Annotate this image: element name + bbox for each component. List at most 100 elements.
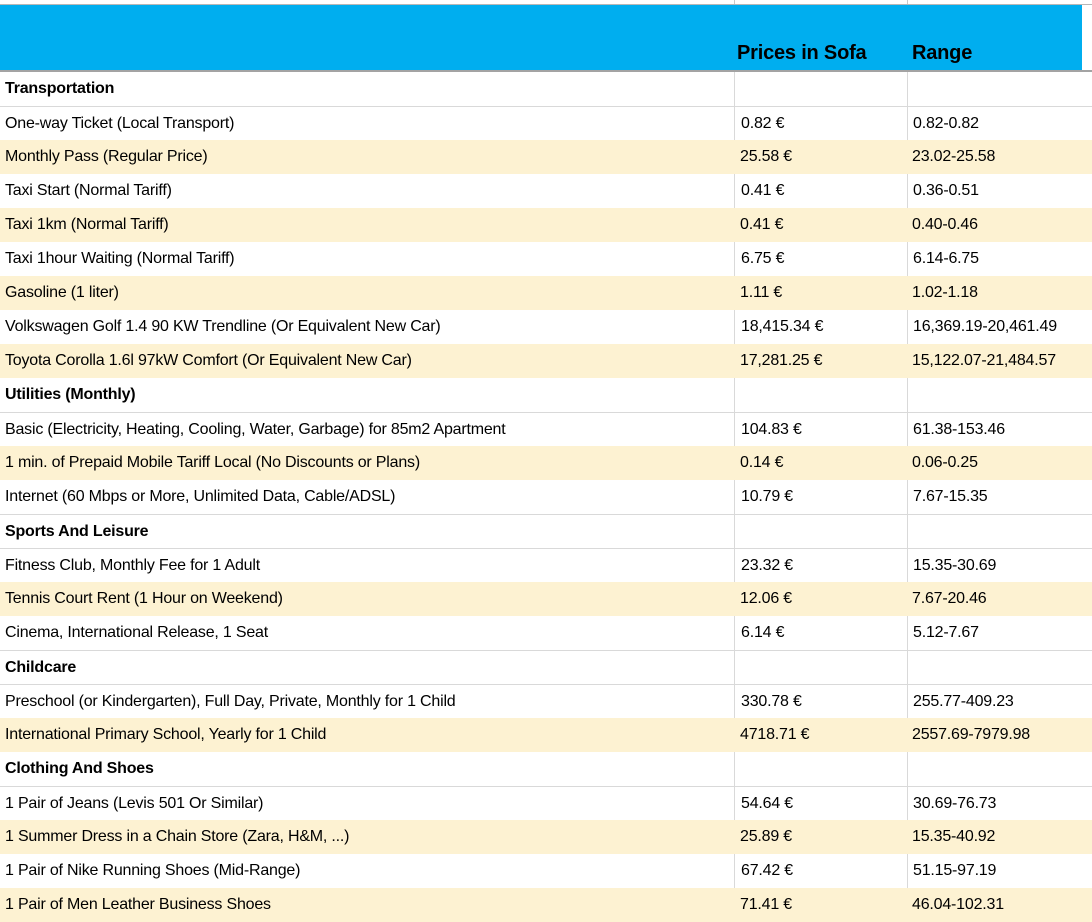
item-label-cell[interactable]: 1 Pair of Men Leather Business Shoes — [5, 896, 271, 913]
section-row: Sports And Leisure — [0, 514, 1092, 548]
range-cell[interactable]: 6.14-6.75 — [907, 242, 1092, 276]
range-cell[interactable]: 30.69-76.73 — [907, 787, 1092, 820]
item-label-cell[interactable]: 1 Summer Dress in a Chain Store (Zara, H… — [5, 828, 350, 845]
table-row: International Primary School, Yearly for… — [0, 718, 1092, 752]
item-label-cell[interactable]: Internet (60 Mbps or More, Unlimited Dat… — [5, 488, 396, 505]
range-cell[interactable]: 7.67-15.35 — [907, 480, 1092, 514]
item-label-cell[interactable]: Gasoline (1 liter) — [5, 284, 119, 301]
table-row: Volkswagen Golf 1.4 90 KW Trendline (Or … — [0, 310, 1092, 344]
column-header-prices[interactable]: Prices in Sofa — [737, 42, 867, 64]
price-cell[interactable] — [734, 72, 907, 106]
section-row: Transportation — [0, 72, 1092, 106]
item-label-cell[interactable]: One-way Ticket (Local Transport) — [5, 114, 235, 132]
price-cell[interactable]: 330.78 € — [734, 685, 907, 718]
table-row: 1 Pair of Men Leather Business Shoes 71.4… — [0, 888, 1092, 922]
table-header: Prices in Sofa Range — [0, 5, 1092, 72]
range-cell[interactable]: 61.38-153.46 — [907, 413, 1092, 446]
range-cell[interactable]: 0.36-0.51 — [907, 174, 1092, 208]
table-row: Tennis Court Rent (1 Hour on Weekend) 12.… — [0, 582, 1092, 616]
item-label-cell[interactable]: Taxi Start (Normal Tariff) — [5, 182, 172, 199]
item-label-cell[interactable]: 1 Pair of Nike Running Shoes (Mid-Range) — [5, 862, 301, 879]
range-cell[interactable] — [907, 515, 1092, 548]
table-row: Cinema, International Release, 1 Seat 6.1… — [0, 616, 1092, 650]
price-cell[interactable]: 1.11 € — [740, 284, 783, 301]
section-label-cell[interactable]: Sports And Leisure — [5, 522, 149, 540]
item-label-cell[interactable]: International Primary School, Yearly for… — [5, 726, 327, 743]
item-label-cell[interactable]: Taxi 1hour Waiting (Normal Tariff) — [5, 250, 235, 267]
range-cell[interactable] — [907, 651, 1092, 684]
item-label-cell[interactable]: Taxi 1km (Normal Tariff) — [5, 216, 169, 233]
range-cell[interactable]: 255.77-409.23 — [907, 685, 1092, 718]
table-row: Taxi Start (Normal Tariff) 0.41 €0.36-0.5… — [0, 174, 1092, 208]
price-cell[interactable]: 6.14 € — [734, 616, 907, 650]
range-cell[interactable]: 51.15-97.19 — [907, 854, 1092, 888]
price-cell[interactable]: 25.58 € — [740, 148, 792, 165]
section-row: Utilities (Monthly) — [0, 378, 1092, 412]
range-cell[interactable]: 7.67-20.46 — [912, 590, 987, 607]
price-cell[interactable]: 12.06 € — [740, 590, 792, 607]
table-row: Preschool (or Kindergarten), Full Day, P… — [0, 684, 1092, 718]
range-cell[interactable]: 2557.69-7979.98 — [912, 726, 1031, 743]
price-cell[interactable]: 0.82 € — [734, 107, 907, 140]
price-cell[interactable]: 23.32 € — [734, 549, 907, 582]
table-row: 1 min. of Prepaid Mobile Tariff Local (N… — [0, 446, 1092, 480]
table-row: 1 Pair of Nike Running Shoes (Mid-Range)… — [0, 854, 1092, 888]
range-cell[interactable]: 0.06-0.25 — [912, 454, 978, 471]
price-cell[interactable]: 6.75 € — [734, 242, 907, 276]
price-cell[interactable]: 71.41 € — [740, 896, 792, 913]
table-row: Gasoline (1 liter) 1.11 € 1.02-1.18 — [0, 276, 1092, 310]
table-row: Internet (60 Mbps or More, Unlimited Dat… — [0, 480, 1092, 514]
section-label-cell[interactable]: Utilities (Monthly) — [5, 386, 136, 403]
item-label-cell[interactable]: Volkswagen Golf 1.4 90 KW Trendline (Or … — [5, 318, 441, 335]
range-cell[interactable]: 16,369.19-20,461.49 — [907, 310, 1092, 344]
item-label-cell[interactable]: Preschool (or Kindergarten), Full Day, P… — [5, 692, 456, 710]
range-cell[interactable] — [907, 378, 1092, 412]
range-cell[interactable]: 15,122.07-21,484.57 — [912, 352, 1056, 369]
table-row: Basic (Electricity, Heating, Cooling, Wa… — [0, 412, 1092, 446]
price-cell[interactable] — [734, 515, 907, 548]
item-label-cell[interactable]: Fitness Club, Monthly Fee for 1 Adult — [5, 556, 260, 574]
price-cell[interactable]: 0.41 € — [734, 174, 907, 208]
price-cell[interactable] — [734, 752, 907, 786]
item-label-cell[interactable]: Tennis Court Rent (1 Hour on Weekend) — [5, 590, 283, 607]
table-body: Transportation One-way Ticket (Local Tran… — [0, 72, 1092, 922]
item-label-cell[interactable]: 1 min. of Prepaid Mobile Tariff Local (N… — [5, 454, 420, 471]
price-cell[interactable] — [734, 378, 907, 412]
range-cell[interactable]: 46.04-102.31 — [912, 896, 1004, 913]
range-cell[interactable] — [907, 752, 1092, 786]
item-label-cell[interactable]: Monthly Pass (Regular Price) — [5, 148, 208, 165]
price-cell[interactable]: 0.41 € — [740, 216, 784, 233]
range-cell[interactable] — [907, 72, 1092, 106]
item-label-cell[interactable]: Basic (Electricity, Heating, Cooling, Wa… — [5, 420, 506, 438]
price-cell[interactable]: 4718.71 € — [740, 726, 810, 743]
range-cell[interactable]: 0.40-0.46 — [912, 216, 978, 233]
item-label-cell[interactable]: 1 Pair of Jeans (Levis 501 Or Similar) — [5, 794, 264, 812]
table-row: Taxi 1km (Normal Tariff) 0.41 € 0.40-0.46 — [0, 208, 1092, 242]
price-cell[interactable] — [734, 651, 907, 684]
price-cell[interactable]: 25.89 € — [740, 828, 792, 845]
price-cell[interactable]: 18,415.34 € — [734, 310, 907, 344]
item-label-cell[interactable]: Cinema, International Release, 1 Seat — [5, 624, 268, 641]
price-cell[interactable]: 17,281.25 € — [740, 352, 823, 369]
range-cell[interactable]: 1.02-1.18 — [912, 284, 978, 301]
range-cell[interactable]: 0.82-0.82 — [907, 107, 1092, 140]
table-row: 1 Summer Dress in a Chain Store (Zara, H… — [0, 820, 1092, 854]
column-header-range[interactable]: Range — [912, 42, 973, 64]
range-cell[interactable]: 23.02-25.58 — [912, 148, 996, 165]
section-label-cell[interactable]: Clothing And Shoes — [5, 760, 154, 777]
price-cell[interactable]: 0.14 € — [740, 454, 784, 471]
table-row: 1 Pair of Jeans (Levis 501 Or Similar) 54… — [0, 786, 1092, 820]
section-label-cell[interactable]: Childcare — [5, 658, 77, 676]
column-gridline-tick — [734, 0, 735, 4]
top-row-strip — [0, 0, 1092, 5]
price-cell[interactable]: 104.83 € — [734, 413, 907, 446]
range-cell[interactable]: 15.35-30.69 — [907, 549, 1092, 582]
range-cell[interactable]: 15.35-40.92 — [912, 828, 996, 845]
section-label-cell[interactable]: Transportation — [5, 80, 115, 97]
item-label-cell[interactable]: Toyota Corolla 1.6l 97kW Comfort (Or Equ… — [5, 352, 412, 369]
price-cell[interactable]: 54.64 € — [734, 787, 907, 820]
range-cell[interactable]: 5.12-7.67 — [907, 616, 1092, 650]
table-row: Taxi 1hour Waiting (Normal Tariff) 6.75 €… — [0, 242, 1092, 276]
price-cell[interactable]: 67.42 € — [734, 854, 907, 888]
price-cell[interactable]: 10.79 € — [734, 480, 907, 514]
